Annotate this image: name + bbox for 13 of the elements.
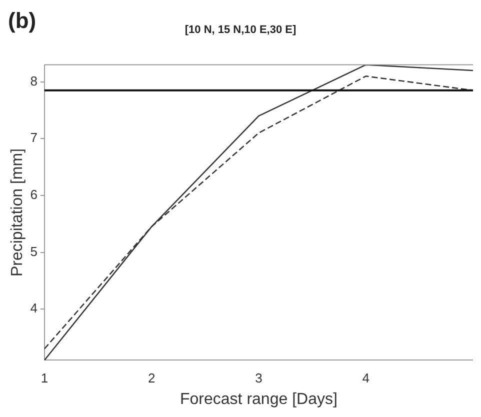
x-tick-label: 4 [362, 370, 370, 386]
y-tick-label: 4 [30, 300, 38, 316]
y-tick-label: 7 [30, 130, 38, 146]
x-axis-title: Forecast range [Days] [180, 390, 338, 408]
x-tick-label: 2 [148, 370, 156, 386]
y-tick-label: 5 [30, 244, 38, 259]
chart-title: [10 N, 15 N,10 E,30 E] [184, 24, 296, 36]
y-tick-label: 8 [30, 73, 38, 88]
y-axis-title: Precipitation [mm] [9, 148, 26, 277]
x-tick-label: 3 [255, 370, 262, 386]
y-tick-label: 6 [30, 187, 38, 202]
x-tick-label: 1 [40, 370, 48, 386]
text: (b) [8, 8, 36, 34]
